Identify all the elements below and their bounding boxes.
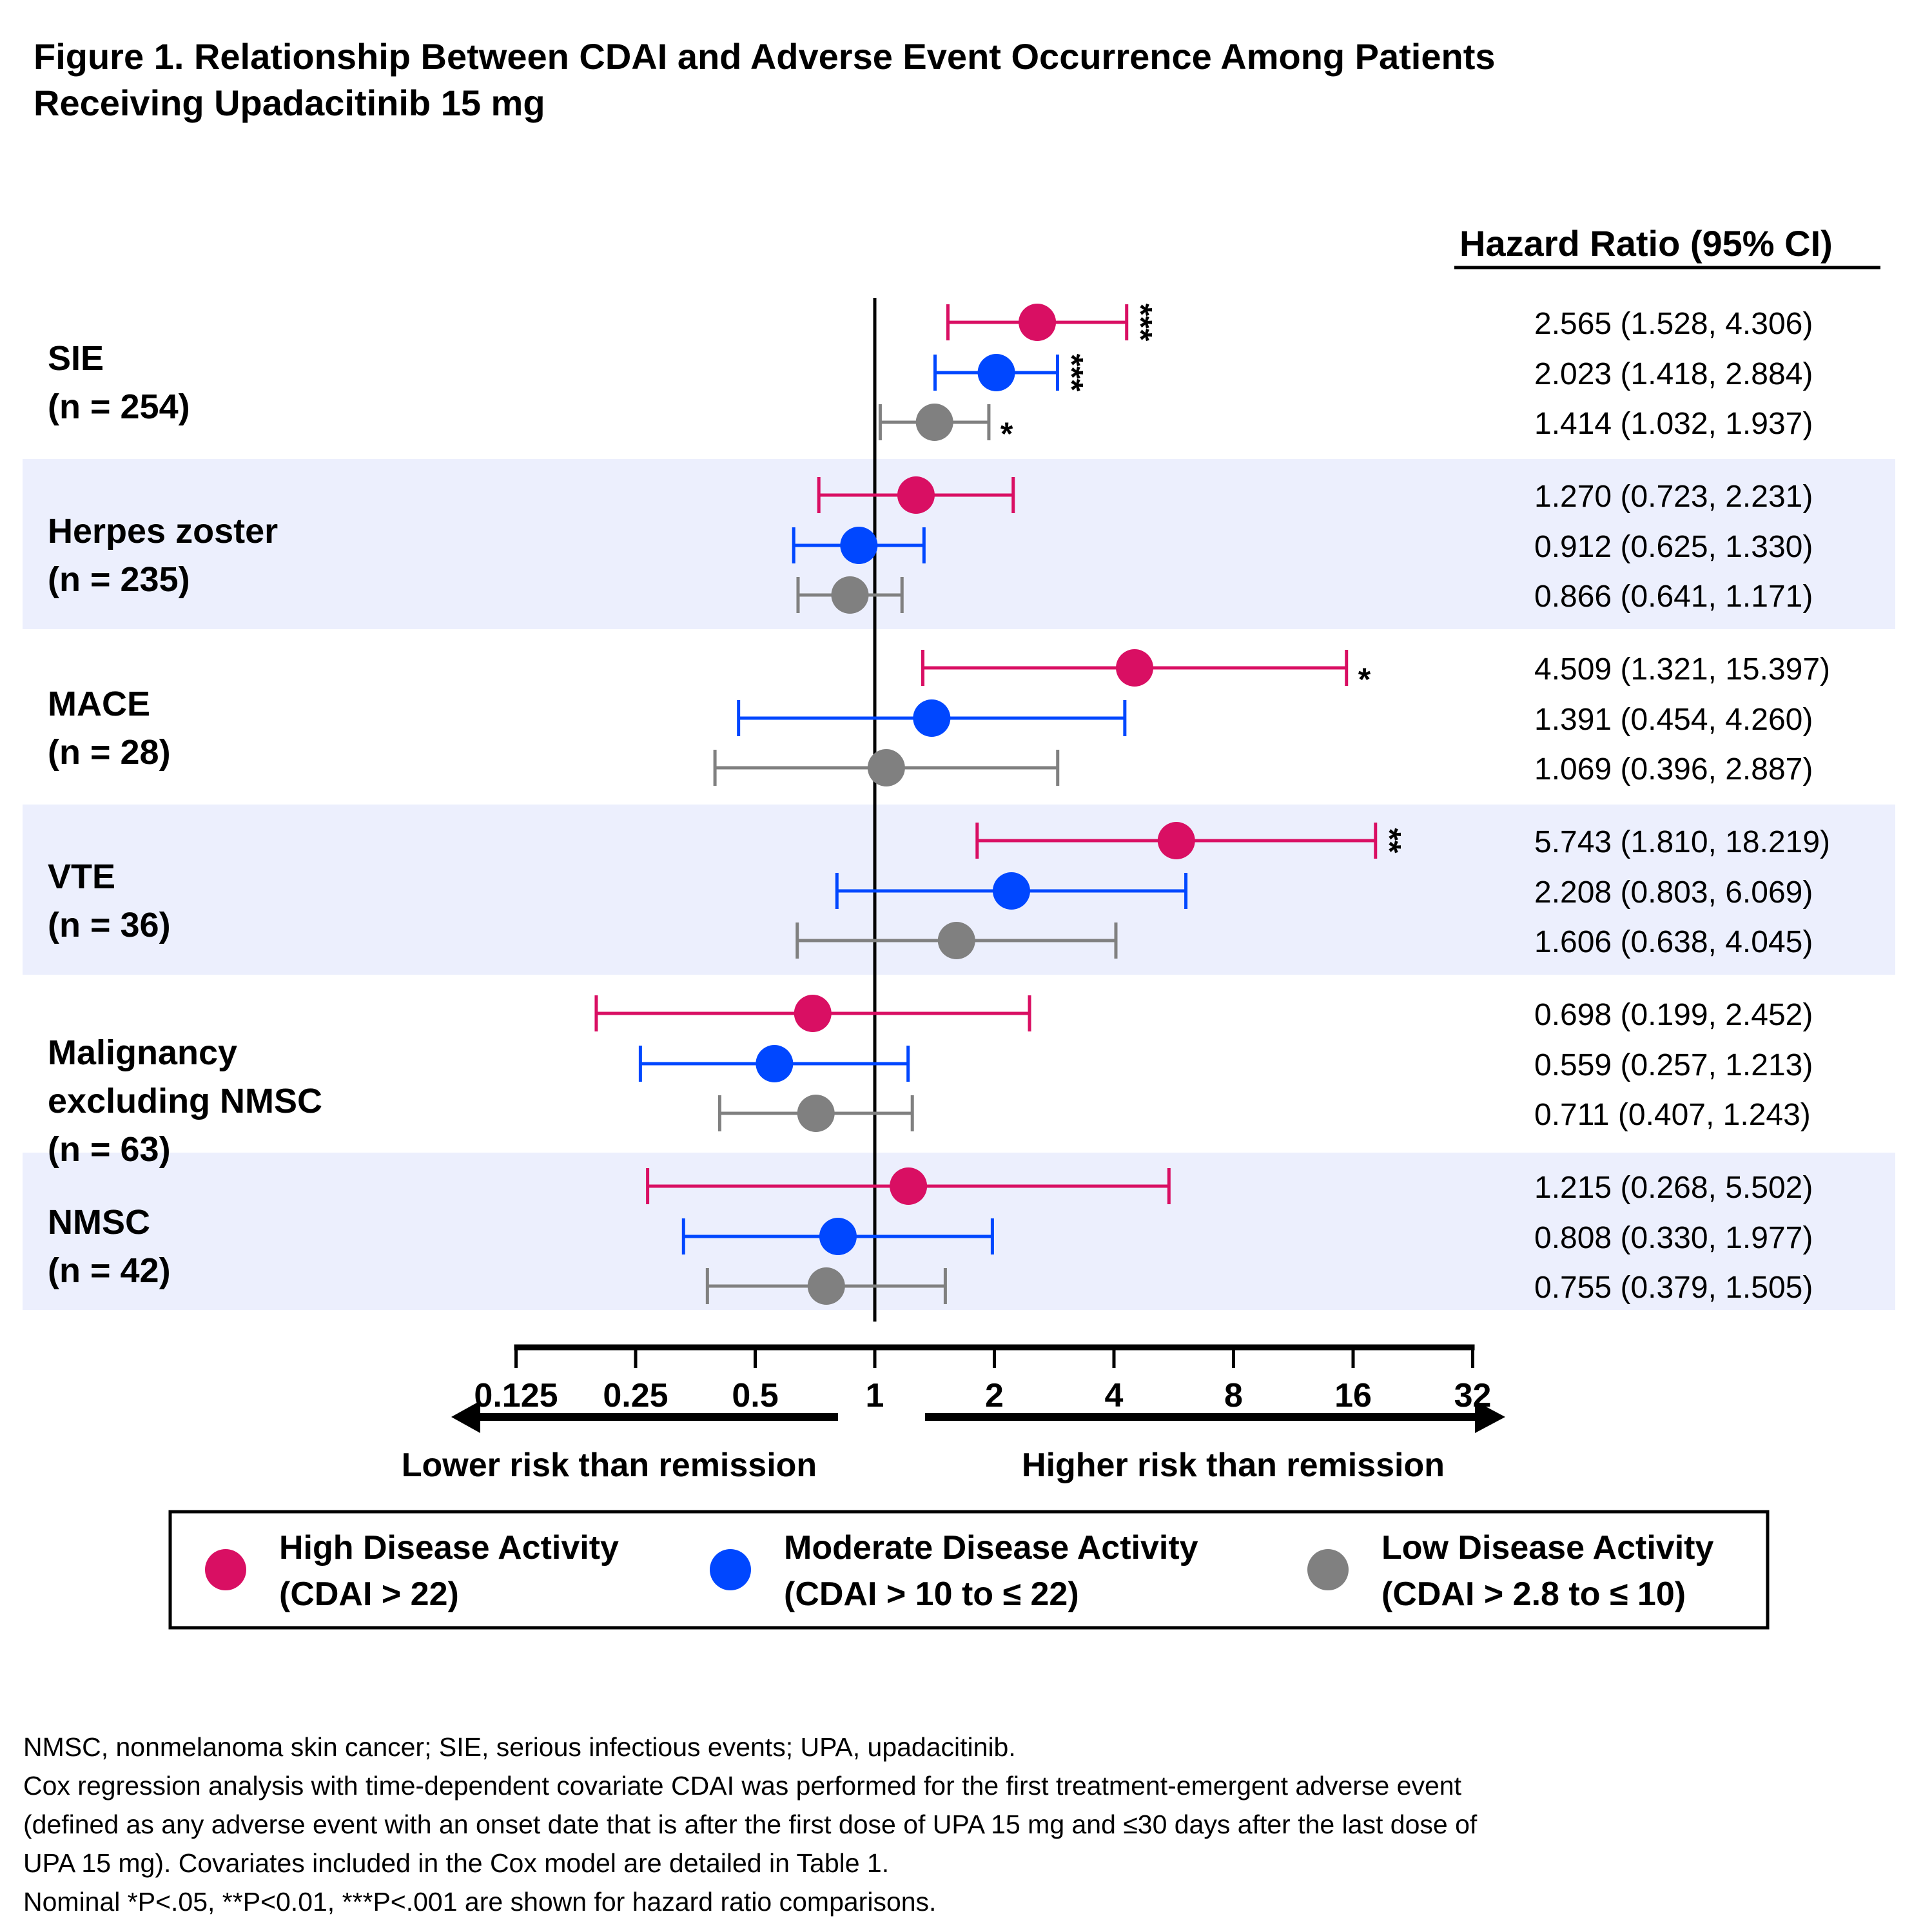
hazard-ratio-value: 2.565 (1.528, 4.306) (1534, 307, 1813, 341)
hazard-ratio-value: 0.755 (0.379, 1.505) (1534, 1271, 1813, 1305)
group-label-line: (n = 36) (48, 906, 171, 944)
group-label: NMSC (48, 1203, 150, 1242)
group-label-line: (n = 42) (48, 1251, 171, 1290)
x-tick-label: 0.25 (603, 1377, 668, 1414)
group-label-line: (n = 63) (48, 1130, 171, 1169)
group-label: MACE (48, 685, 150, 723)
group-label: VTE (48, 857, 115, 896)
figure-title: Figure 1. Relationship Between CDAI and … (34, 34, 1871, 126)
hazard-ratio-value: 4.509 (1.321, 15.397) (1534, 652, 1830, 687)
group-label-line: excluding NMSC (48, 1082, 322, 1120)
group-label-line: (n = 28) (48, 733, 171, 772)
group-band (23, 1153, 1895, 1310)
hazard-ratio-value: 1.606 (0.638, 4.045) (1534, 925, 1813, 959)
footnote-methods-2: (defined as any adverse event with an on… (23, 1810, 1478, 1839)
hazard-ratio-point-high (897, 476, 935, 514)
legend-sublabel-low: (CDAI > 2.8 to ≤ 10) (1381, 1576, 1686, 1613)
x-tick-label: 16 (1334, 1377, 1372, 1414)
legend-box (168, 1510, 1770, 1630)
hazard-ratio-header: Hazard Ratio (95% CI) (1459, 223, 1833, 264)
group-label-line: (n = 254) (48, 387, 190, 426)
footnote-methods-1: Cox regression analysis with time-depend… (23, 1771, 1461, 1801)
legend-marker-moderate (710, 1549, 751, 1590)
hazard-ratio-point-high (1157, 822, 1195, 859)
arrow-left-icon (451, 1401, 480, 1433)
hazard-ratio-point-moderate (913, 699, 951, 737)
hazard-ratio-point-moderate (819, 1218, 857, 1255)
hazard-ratio-point-moderate (992, 872, 1030, 910)
figure-title-line-2: Receiving Upadacitinib 15 mg (34, 83, 545, 123)
group-label-line: (n = 235) (48, 560, 190, 599)
significance-marker: *** (1053, 354, 1089, 392)
legend-sublabel-high: (CDAI > 22) (279, 1576, 459, 1613)
hazard-ratio-point-high (1116, 649, 1154, 687)
legend-sublabel-moderate: (CDAI > 10 to ≤ 22) (784, 1576, 1079, 1613)
significance-marker: * (1358, 661, 1371, 698)
arrow-right-icon (1475, 1401, 1505, 1433)
legend-label-moderate: Moderate Disease Activity (784, 1529, 1198, 1567)
hazard-ratio-value: 0.711 (0.407, 1.243) (1534, 1098, 1811, 1132)
hazard-ratio-point-high (890, 1167, 928, 1205)
hazard-ratio-value: 1.215 (0.268, 5.502) (1534, 1171, 1813, 1205)
hazard-ratio-point-low (797, 1095, 835, 1132)
hazard-ratio-value: 0.808 (0.330, 1.977) (1534, 1221, 1813, 1255)
lower-risk-label: Lower risk than remission (402, 1447, 817, 1484)
hazard-ratio-value: 2.208 (0.803, 6.069) (1534, 875, 1813, 910)
x-tick-label: 4 (1105, 1377, 1124, 1414)
group-band (23, 459, 1895, 629)
footnote-methods-3: UPA 15 mg). Covariates included in the C… (23, 1848, 890, 1878)
group-label: Herpes zoster (48, 512, 278, 551)
hazard-ratio-value: 1.391 (0.454, 4.260) (1534, 703, 1813, 737)
legend-marker-low (1307, 1549, 1349, 1590)
hazard-ratio-value: 2.023 (1.418, 2.884) (1534, 357, 1813, 391)
hazard-ratio-point-high (794, 995, 832, 1032)
group-label: Malignancy (48, 1033, 237, 1072)
legend-label-low: Low Disease Activity (1381, 1529, 1713, 1567)
x-tick-label: 8 (1224, 1377, 1243, 1414)
hazard-ratio-point-low (915, 404, 953, 441)
significance-marker: ** (1372, 828, 1408, 854)
x-tick-label: 2 (985, 1377, 1004, 1414)
x-tick-label: 0.5 (732, 1377, 778, 1414)
footnotes: NMSC, nonmelanoma skin cancer; SIE, seri… (23, 1728, 1477, 1921)
higher-risk-label: Higher risk than remission (1022, 1447, 1445, 1484)
hazard-ratio-point-moderate (756, 1045, 794, 1082)
x-tick-label: 0.125 (474, 1377, 558, 1414)
x-tick-label: 1 (866, 1377, 884, 1414)
hazard-ratio-value: 0.559 (0.257, 1.213) (1534, 1048, 1813, 1082)
hazard-ratio-value: 0.866 (0.641, 1.171) (1534, 580, 1813, 614)
hazard-ratio-value: 0.698 (0.199, 2.452) (1534, 998, 1813, 1032)
legend-marker-high (205, 1549, 246, 1590)
hazard-ratio-value: 0.912 (0.625, 1.330) (1534, 530, 1813, 564)
figure-title-line-1: Figure 1. Relationship Between CDAI and … (34, 36, 1496, 77)
legend-label-high: High Disease Activity (279, 1529, 619, 1567)
hazard-ratio-value: 5.743 (1.810, 18.219) (1534, 825, 1830, 859)
hazard-ratio-value: 1.069 (0.396, 2.887) (1534, 752, 1813, 786)
hazard-ratio-point-low (867, 749, 905, 786)
hazard-ratio-point-moderate (840, 527, 878, 564)
hazard-ratio-value: 1.270 (0.723, 2.231) (1534, 480, 1813, 514)
significance-marker: *** (1123, 304, 1159, 342)
hazard-ratio-point-low (937, 922, 975, 959)
hazard-ratio-point-high (1019, 304, 1057, 341)
hazard-ratio-point-moderate (977, 354, 1015, 391)
significance-marker: * (1000, 416, 1013, 452)
group-label: SIE (48, 339, 104, 378)
hazard-ratio-point-low (807, 1267, 845, 1305)
hazard-ratio-point-low (831, 576, 869, 614)
footnote-abbreviations: NMSC, nonmelanoma skin cancer; SIE, seri… (23, 1732, 1016, 1762)
hazard-ratio-value: 1.414 (1.032, 1.937) (1534, 407, 1813, 441)
footnote-significance: Nominal *P<.05, **P<0.01, ***P<.001 are … (23, 1887, 937, 1917)
